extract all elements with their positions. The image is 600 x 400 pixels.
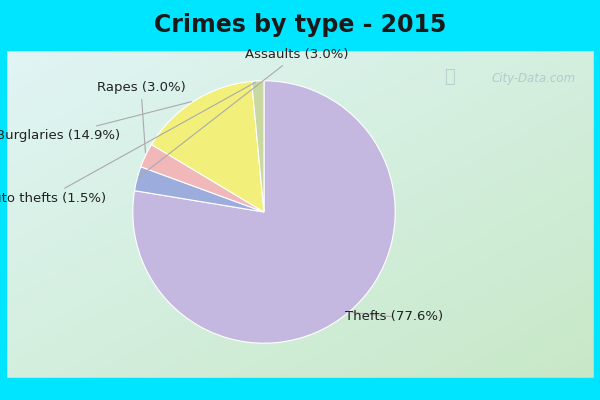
Text: ⦾: ⦾ <box>444 68 455 86</box>
Wedge shape <box>133 81 395 343</box>
Text: Thefts (77.6%): Thefts (77.6%) <box>346 310 443 324</box>
Wedge shape <box>251 81 264 212</box>
Wedge shape <box>141 144 264 212</box>
Wedge shape <box>151 81 264 212</box>
Bar <box>594 50 600 378</box>
Text: Crimes by type - 2015: Crimes by type - 2015 <box>154 13 446 37</box>
Bar <box>0 50 6 378</box>
Text: Rapes (3.0%): Rapes (3.0%) <box>97 81 185 153</box>
Wedge shape <box>134 167 264 212</box>
Text: Auto thefts (1.5%): Auto thefts (1.5%) <box>0 82 256 205</box>
Text: Assaults (3.0%): Assaults (3.0%) <box>139 48 349 177</box>
Text: City-Data.com: City-Data.com <box>492 72 576 85</box>
Bar <box>0 0 600 50</box>
Text: Burglaries (14.9%): Burglaries (14.9%) <box>0 102 191 142</box>
Bar <box>0 378 600 400</box>
